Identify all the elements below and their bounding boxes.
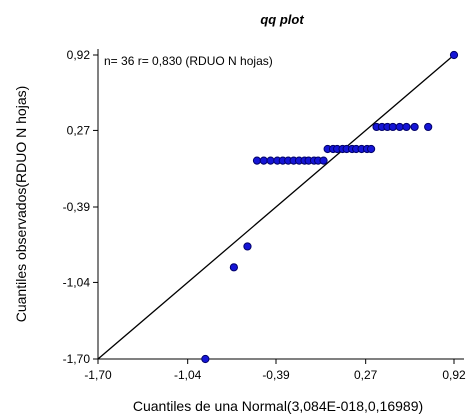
data-point bbox=[402, 122, 411, 132]
data-point bbox=[367, 144, 376, 154]
data-point bbox=[229, 263, 238, 272]
x-axis-label: Cuantiles de una Normal(3,084E-018,0,169… bbox=[133, 398, 423, 414]
data-point bbox=[449, 50, 459, 60]
y-tick-label: -1,04 bbox=[63, 275, 91, 289]
stats-annotation: n= 36 r= 0,830 (RDUO N hojas) bbox=[104, 54, 273, 68]
data-point bbox=[243, 242, 252, 251]
data-point bbox=[201, 354, 210, 364]
data-point bbox=[388, 122, 397, 132]
reference-line bbox=[97, 54, 455, 360]
chart-title: qq plot bbox=[260, 12, 304, 27]
data-point bbox=[252, 156, 262, 165]
y-tick-label: -1,70 bbox=[63, 352, 91, 366]
data-point bbox=[259, 156, 268, 165]
data-point bbox=[424, 122, 433, 132]
y-tick-label: 0,27 bbox=[67, 123, 91, 137]
y-tick-label: -0,39 bbox=[63, 200, 91, 214]
x-tick-label: -0,39 bbox=[262, 368, 290, 382]
data-point bbox=[395, 122, 404, 132]
x-tick-label: -1,04 bbox=[174, 368, 202, 382]
data-point bbox=[410, 122, 419, 132]
x-axis-ticks: -1,70 -1,04 -0,39 0,27 0,92 bbox=[84, 359, 466, 382]
x-tick-label: 0,92 bbox=[442, 368, 466, 382]
y-axis-ticks: 0,92 0,27 -0,39 -1,04 -1,70 bbox=[63, 48, 98, 366]
y-axis-label: Cuantiles observados(RDUO N hojas) bbox=[13, 86, 29, 323]
x-tick-label: -1,70 bbox=[84, 368, 112, 382]
x-tick-label: 0,27 bbox=[354, 368, 378, 382]
plot-area: 0,920,27-0,39-1,04-1,70 -1,70 -1,04 -0,39 0… bbox=[63, 48, 466, 382]
data-point bbox=[266, 156, 275, 165]
data-point bbox=[319, 156, 328, 165]
data-points bbox=[201, 50, 459, 364]
y-tick-label: 0,92 bbox=[67, 48, 91, 62]
